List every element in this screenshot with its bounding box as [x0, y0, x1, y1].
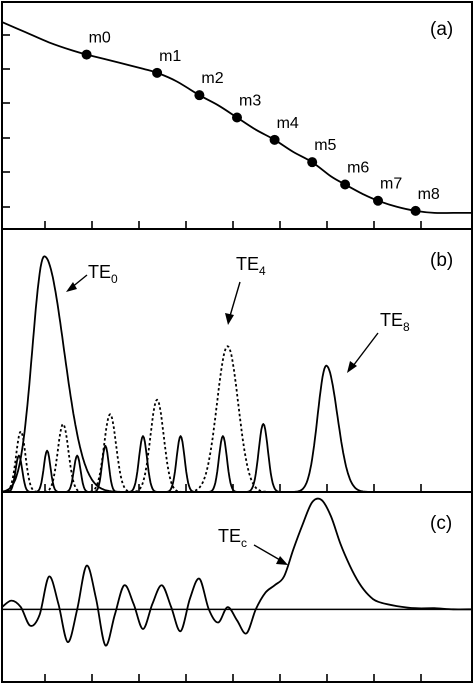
- te4-annotation: TE4: [225, 254, 266, 325]
- series-te4-curve: [2, 345, 473, 493]
- marker-label-m2: m2: [201, 70, 223, 87]
- marker-m7: [373, 195, 383, 206]
- marker-m8: [410, 205, 421, 216]
- panel-a-plot: m0 m1 m2 m3 m4 m5 m6 m7 m8: [1, 21, 472, 216]
- series-tec-curve: [1, 497, 473, 647]
- marker-label-m5: m5: [314, 137, 336, 154]
- marker-label-m8: m8: [418, 186, 440, 203]
- panel-c-plot: [1, 497, 473, 647]
- panel-b-label: (b): [430, 250, 453, 271]
- te8-annotation: TE8: [347, 310, 410, 373]
- te8-label: TE8: [380, 310, 410, 334]
- te4-arrowhead: [225, 313, 234, 325]
- marker-m3: [232, 112, 242, 123]
- marker-m5: [307, 157, 318, 168]
- tec-label: TEc: [218, 526, 247, 550]
- marker-label-m1: m1: [159, 48, 181, 65]
- panel-c-label: (c): [430, 513, 452, 534]
- marker-label-m7: m7: [380, 176, 402, 193]
- te8-arrow: [352, 332, 379, 367]
- marker-m1: [152, 67, 163, 78]
- marker-label-m6: m6: [347, 159, 369, 176]
- marker-label-m0: m0: [89, 30, 111, 47]
- te0-label: TE0: [88, 262, 118, 286]
- tec-arrowhead: [276, 556, 288, 565]
- te4-label: TE4: [236, 254, 266, 278]
- te4-arrow: [229, 281, 241, 317]
- te0-annotation: TE0: [66, 262, 118, 292]
- marker-m2: [194, 90, 205, 101]
- panel-b-plot: [1, 255, 473, 493]
- te0-arrowhead: [66, 282, 77, 292]
- panel-c-frame: [1, 491, 473, 683]
- tec-annotation: TEc: [218, 526, 288, 565]
- tec-arrow: [253, 544, 281, 561]
- axis-ticks: [2, 34, 422, 682]
- marker-m6: [340, 179, 351, 190]
- te8-arrowhead: [347, 361, 357, 373]
- marker-label-m3: m3: [239, 93, 261, 110]
- series-te8-curve: [2, 364, 473, 493]
- panel-a-label: (a): [430, 19, 453, 40]
- marker-m0: [81, 49, 92, 60]
- marker-label-m4: m4: [277, 115, 299, 132]
- marker-m4: [269, 134, 280, 145]
